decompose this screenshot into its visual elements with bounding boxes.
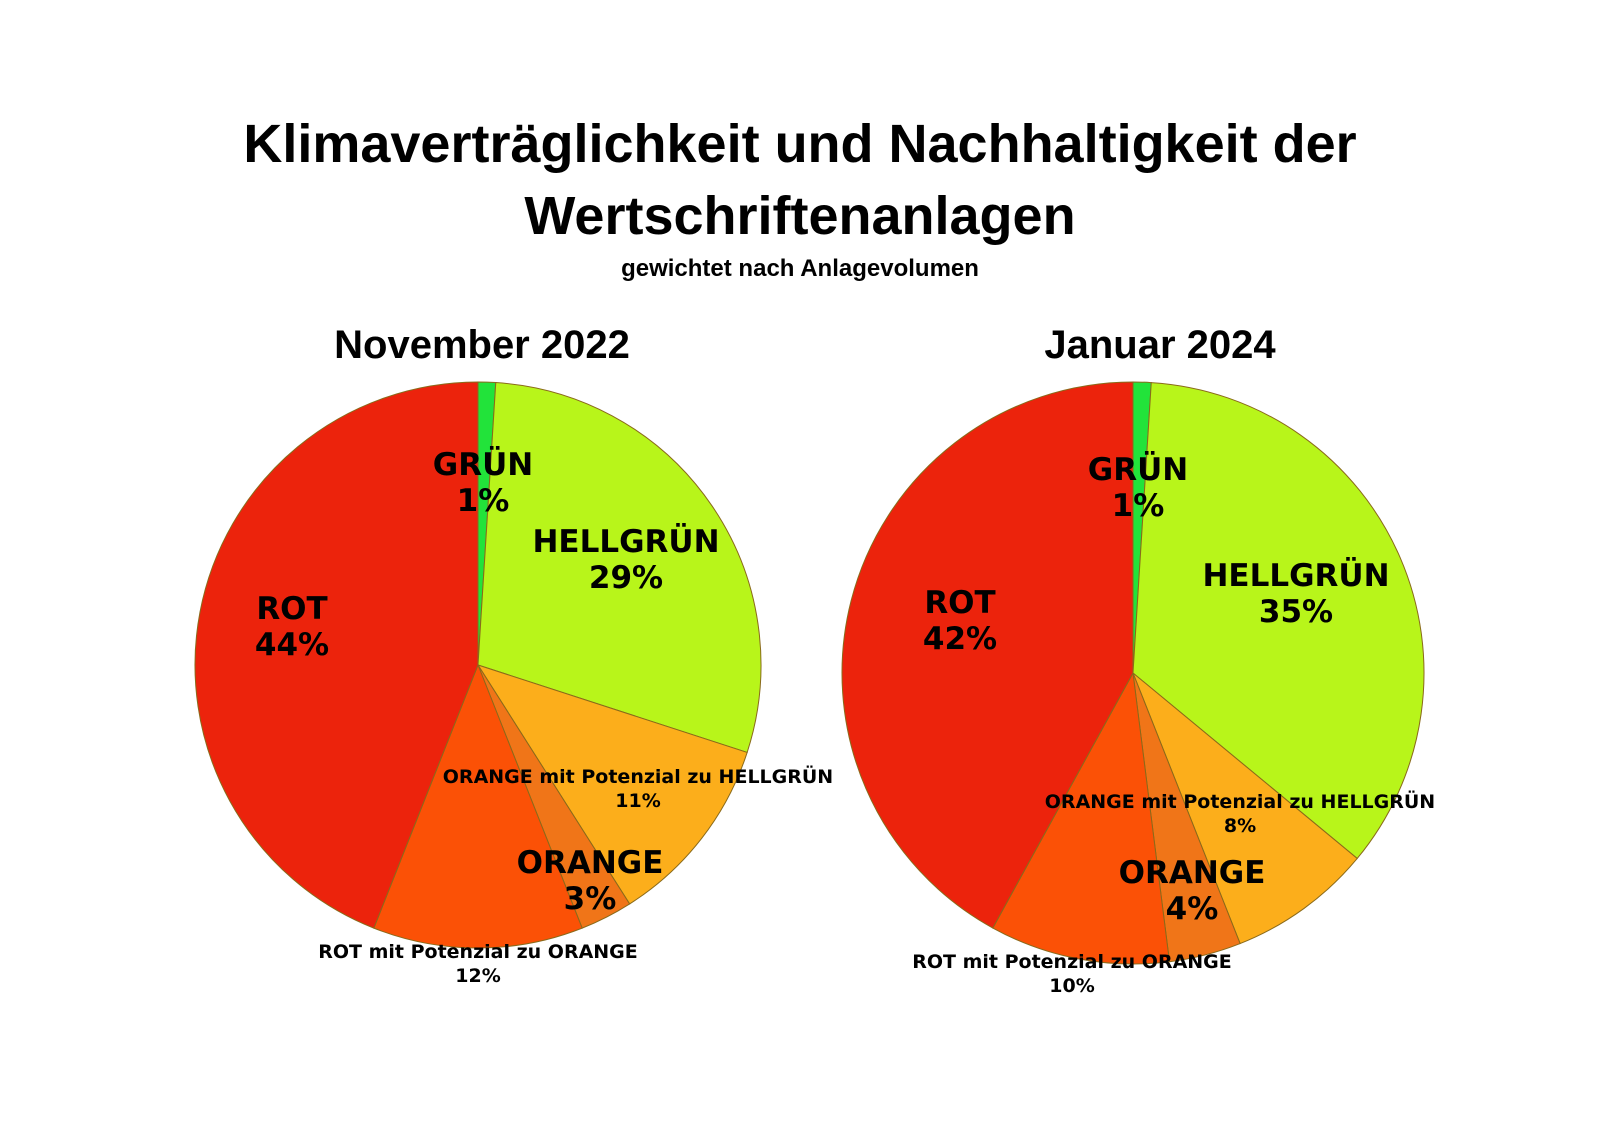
slice-label-hellgruen: HELLGRÜN: [1202, 557, 1389, 594]
pie-slice-orange-potenzial: [476, 664, 748, 905]
slice-label-gruen: GRÜN: [1088, 451, 1188, 488]
slice-label-rot: ROT: [256, 591, 327, 627]
pie-title-januar-2024: Januar 2024: [1044, 323, 1276, 367]
slice-value-gruen: 1%: [1112, 488, 1165, 524]
chart-title-line2: Wertschriftenanlagen: [524, 186, 1075, 246]
slice-value-rot-potenzial: 10%: [1049, 975, 1094, 997]
slice-value-rot: 42%: [923, 621, 997, 657]
pie-slice-orange-potenzial: [1132, 672, 1358, 945]
slice-label-orange-potenzial: ORANGE mit Potenzial zu HELLGRÜN: [443, 764, 833, 788]
pie-slice-hellgruen: [477, 382, 762, 754]
slice-label-rot-potenzial: ROT mit Potenzial zu ORANGE: [318, 941, 638, 963]
slice-label-hellgruen: HELLGRÜN: [532, 523, 719, 560]
slice-value-hellgruen: 35%: [1259, 594, 1333, 630]
pie-slice-rot: [841, 381, 1134, 929]
slice-label-gruen: GRÜN: [433, 446, 533, 483]
slice-value-gruen: 1%: [457, 483, 510, 519]
slice-value-orange-potenzial: 8%: [1224, 815, 1256, 837]
slice-label-rot: ROT: [924, 585, 995, 621]
slice-value-rot: 44%: [255, 627, 329, 663]
chart-subtitle: gewichtet nach Anlagevolumen: [621, 255, 979, 282]
slice-label-orange: ORANGE: [517, 845, 664, 881]
chart-title-line1: Klimaverträglichkeit und Nachhaltigkeit …: [243, 114, 1356, 174]
pie-slice-rot-potenzial: [992, 671, 1171, 965]
slice-label-orange-potenzial: ORANGE mit Potenzial zu HELLGRÜN: [1045, 789, 1435, 813]
pie-slice-rot-potenzial: [373, 663, 583, 949]
slice-value-rot-potenzial: 12%: [455, 965, 500, 987]
pie-title-november-2022: November 2022: [334, 323, 630, 367]
slice-value-orange: 4%: [1166, 891, 1219, 927]
pie-slice-rot: [194, 381, 479, 929]
slice-label-orange: ORANGE: [1119, 855, 1266, 891]
slice-value-orange-potenzial: 11%: [615, 790, 660, 812]
slice-value-orange: 3%: [564, 881, 617, 917]
pie-slice-hellgruen: [1132, 382, 1425, 860]
slice-value-hellgruen: 29%: [589, 560, 663, 596]
slice-label-rot-potenzial: ROT mit Potenzial zu ORANGE: [912, 951, 1232, 973]
